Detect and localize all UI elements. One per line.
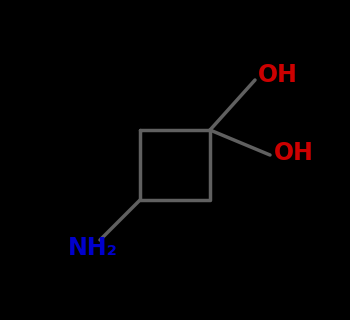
Text: NH₂: NH₂ [68,236,118,260]
Text: OH: OH [258,63,298,87]
Text: OH: OH [274,141,314,165]
